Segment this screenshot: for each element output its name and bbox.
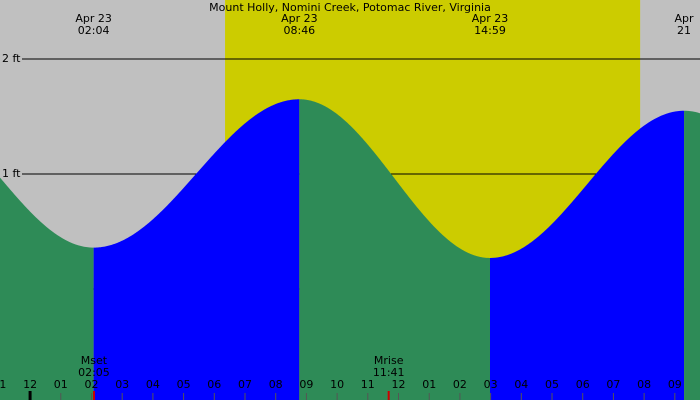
x-tick-label: 02 bbox=[84, 378, 98, 391]
x-tick-label: 08 bbox=[637, 378, 651, 391]
tide-time: 08:46 bbox=[283, 24, 315, 37]
tide-time: 14:59 bbox=[474, 24, 506, 37]
x-tick-label: 09 bbox=[668, 378, 682, 391]
falling-tide bbox=[684, 110, 700, 400]
x-tick-label: 12 bbox=[23, 378, 37, 391]
x-tick-label: 07 bbox=[606, 378, 620, 391]
x-tick-label: 06 bbox=[207, 378, 221, 391]
tide-time: 21 bbox=[677, 24, 691, 37]
x-tick-label: 04 bbox=[146, 378, 160, 391]
x-tick-label: 08 bbox=[269, 378, 283, 391]
x-tick-label: 07 bbox=[238, 378, 252, 391]
tide-date: Apr bbox=[675, 12, 695, 25]
y-tick-label: 2 ft bbox=[2, 52, 21, 65]
tide-date: Apr 23 bbox=[281, 12, 318, 25]
x-tick-label: 12 bbox=[392, 378, 406, 391]
x-tick-label: 02 bbox=[453, 378, 467, 391]
tide-time: 02:04 bbox=[78, 24, 110, 37]
x-tick-label: 06 bbox=[576, 378, 590, 391]
moon-event: Mrise bbox=[374, 354, 404, 367]
x-tick-label: 09 bbox=[299, 378, 313, 391]
rising-tide bbox=[490, 110, 685, 400]
moon-time: 11:41 bbox=[373, 366, 405, 379]
x-tick-label: 05 bbox=[177, 378, 191, 391]
x-tick-label: 01 bbox=[54, 378, 68, 391]
x-tick-label: 03 bbox=[484, 378, 498, 391]
rising-tide bbox=[93, 99, 300, 400]
moon-event: Mset bbox=[81, 354, 108, 367]
x-tick-label: 05 bbox=[545, 378, 559, 391]
x-tick-label: 04 bbox=[514, 378, 528, 391]
y-tick-label: 1 ft bbox=[2, 167, 21, 180]
tide-date: Apr 23 bbox=[75, 12, 112, 25]
tide-date: Apr 23 bbox=[472, 12, 509, 25]
x-tick-label: 10 bbox=[330, 378, 344, 391]
x-tick-label: 01 bbox=[422, 378, 436, 391]
falling-tide bbox=[0, 177, 94, 400]
moon-time: 02:05 bbox=[78, 366, 110, 379]
falling-tide bbox=[299, 99, 490, 400]
x-tick-label: 03 bbox=[115, 378, 129, 391]
chart-title: Mount Holly, Nomini Creek, Potomac River… bbox=[209, 1, 491, 14]
x-tick-label: 11 bbox=[0, 378, 6, 391]
x-tick-label: 11 bbox=[361, 378, 375, 391]
